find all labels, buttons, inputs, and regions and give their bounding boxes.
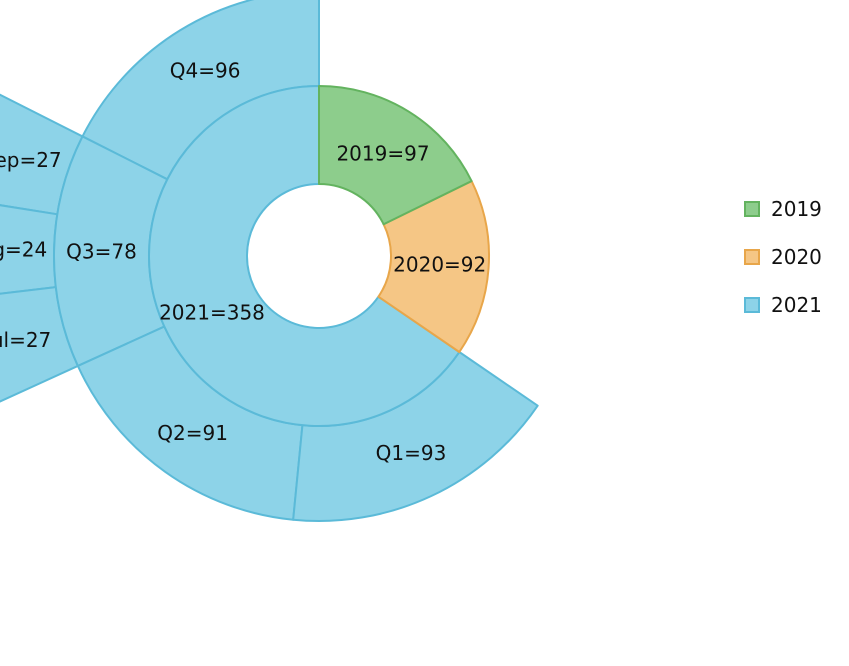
legend-label-2020: 2020 xyxy=(771,245,822,269)
sunburst-segment-2020[interactable] xyxy=(377,180,490,354)
legend-item-2020[interactable]: 2020 xyxy=(744,244,822,270)
sunburst-label-q2: Q2=91 xyxy=(157,421,228,445)
legend: 2019 2020 2021 xyxy=(744,196,822,340)
sunburst-label-2020: 2020=92 xyxy=(393,253,486,277)
legend-label-2021: 2021 xyxy=(771,293,822,317)
sunburst-label-2021: 2021=358 xyxy=(159,300,265,324)
legend-label-2019: 2019 xyxy=(771,197,822,221)
sunburst-label-sep: Sep=27 xyxy=(0,148,62,172)
sunburst-label-q1: Q1=93 xyxy=(376,441,447,465)
legend-swatch-2021 xyxy=(744,297,760,313)
sunburst-label-q3: Q3=78 xyxy=(66,240,137,264)
legend-swatch-2019 xyxy=(744,201,760,217)
sunburst-segment-2021[interactable] xyxy=(148,85,461,427)
sunburst-label-2019: 2019=97 xyxy=(336,141,429,165)
sunburst-label-jul: Jul=27 xyxy=(0,328,51,352)
legend-swatch-2020 xyxy=(744,249,760,265)
legend-item-2019[interactable]: 2019 xyxy=(744,196,822,222)
sunburst-label-q4: Q4=96 xyxy=(170,59,241,83)
legend-item-2021[interactable]: 2021 xyxy=(744,292,822,318)
sunburst-segment-2019[interactable] xyxy=(318,85,473,226)
sunburst-label-aug: Aug=24 xyxy=(0,238,47,262)
